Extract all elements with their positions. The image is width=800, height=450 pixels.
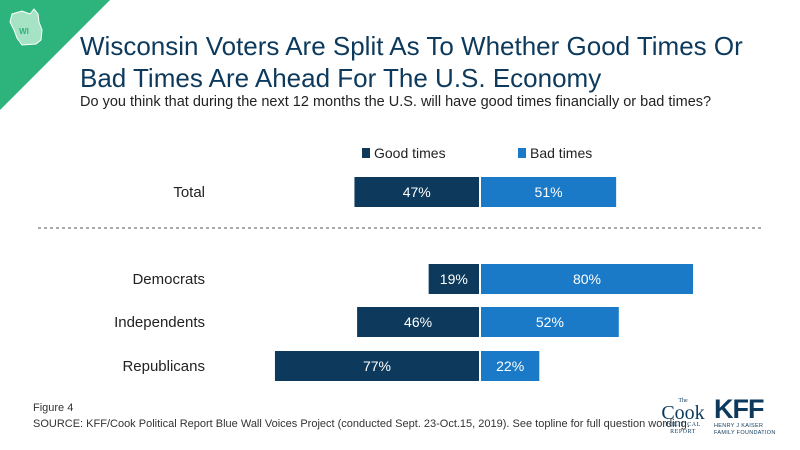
legend-swatch-bad-times <box>518 148 526 158</box>
category-label-total: Total <box>173 184 205 201</box>
cook-logo-the: The <box>678 398 688 404</box>
category-label-democrats: Democrats <box>132 271 205 288</box>
data-label-good-times-independents: 46% <box>404 314 432 330</box>
figure-label: Figure 4 <box>33 402 74 414</box>
bar-good-times-republicans <box>274 351 479 381</box>
wisconsin-state-icon <box>9 8 43 46</box>
cook-logo-line1: POLITICAL <box>665 422 701 428</box>
kff-logo: KFF HENRY J KAISER FAMILY FOUNDATION <box>714 396 784 437</box>
chart-subtitle: Do you think that during the next 12 mon… <box>80 94 712 110</box>
data-label-good-times-total: 47% <box>403 184 431 200</box>
state-badge: WI <box>0 0 110 110</box>
bar-good-times-democrats <box>428 264 479 294</box>
legend-swatch-good-times <box>362 148 370 158</box>
bar-good-times-independents <box>357 307 479 337</box>
badge-label: WI <box>19 27 29 36</box>
kff-logo-name: KFF <box>714 394 764 424</box>
data-label-bad-times-democrats: 80% <box>573 271 601 287</box>
cook-logo-line2: REPORT <box>670 429 696 435</box>
data-label-bad-times-total: 51% <box>535 184 563 200</box>
data-label-good-times-democrats: 19% <box>440 271 468 287</box>
bar-bad-times-independents <box>481 307 619 337</box>
bar-bad-times-total <box>481 177 617 207</box>
bar-bad-times-democrats <box>481 264 693 294</box>
category-label-independents: Independents <box>114 314 205 331</box>
bar-bad-times-republicans <box>481 351 540 381</box>
chart-title: Wisconsin Voters Are Split As To Whether… <box>80 31 743 93</box>
cook-political-report-logo: The Cook POLITICAL REPORT <box>660 398 706 436</box>
kff-logo-line2: FAMILY FOUNDATION <box>714 430 776 436</box>
legend-label-bad-times: Bad times <box>530 145 592 161</box>
data-label-bad-times-independents: 52% <box>536 314 564 330</box>
legend-label-good-times: Good times <box>374 145 446 161</box>
data-label-good-times-republicans: 77% <box>363 358 391 374</box>
bar-good-times-total <box>354 177 479 207</box>
kff-logo-line1: HENRY J KAISER <box>714 423 764 429</box>
diverging-bar-chart: Good times Bad times Total 47% 51% Democrats 1… <box>38 145 762 381</box>
data-label-bad-times-republicans: 22% <box>496 358 524 374</box>
category-label-republicans: Republicans <box>122 358 205 375</box>
cook-logo-name: Cook <box>661 402 705 424</box>
source-note: SOURCE: KFF/Cook Political Report Blue W… <box>33 418 690 430</box>
